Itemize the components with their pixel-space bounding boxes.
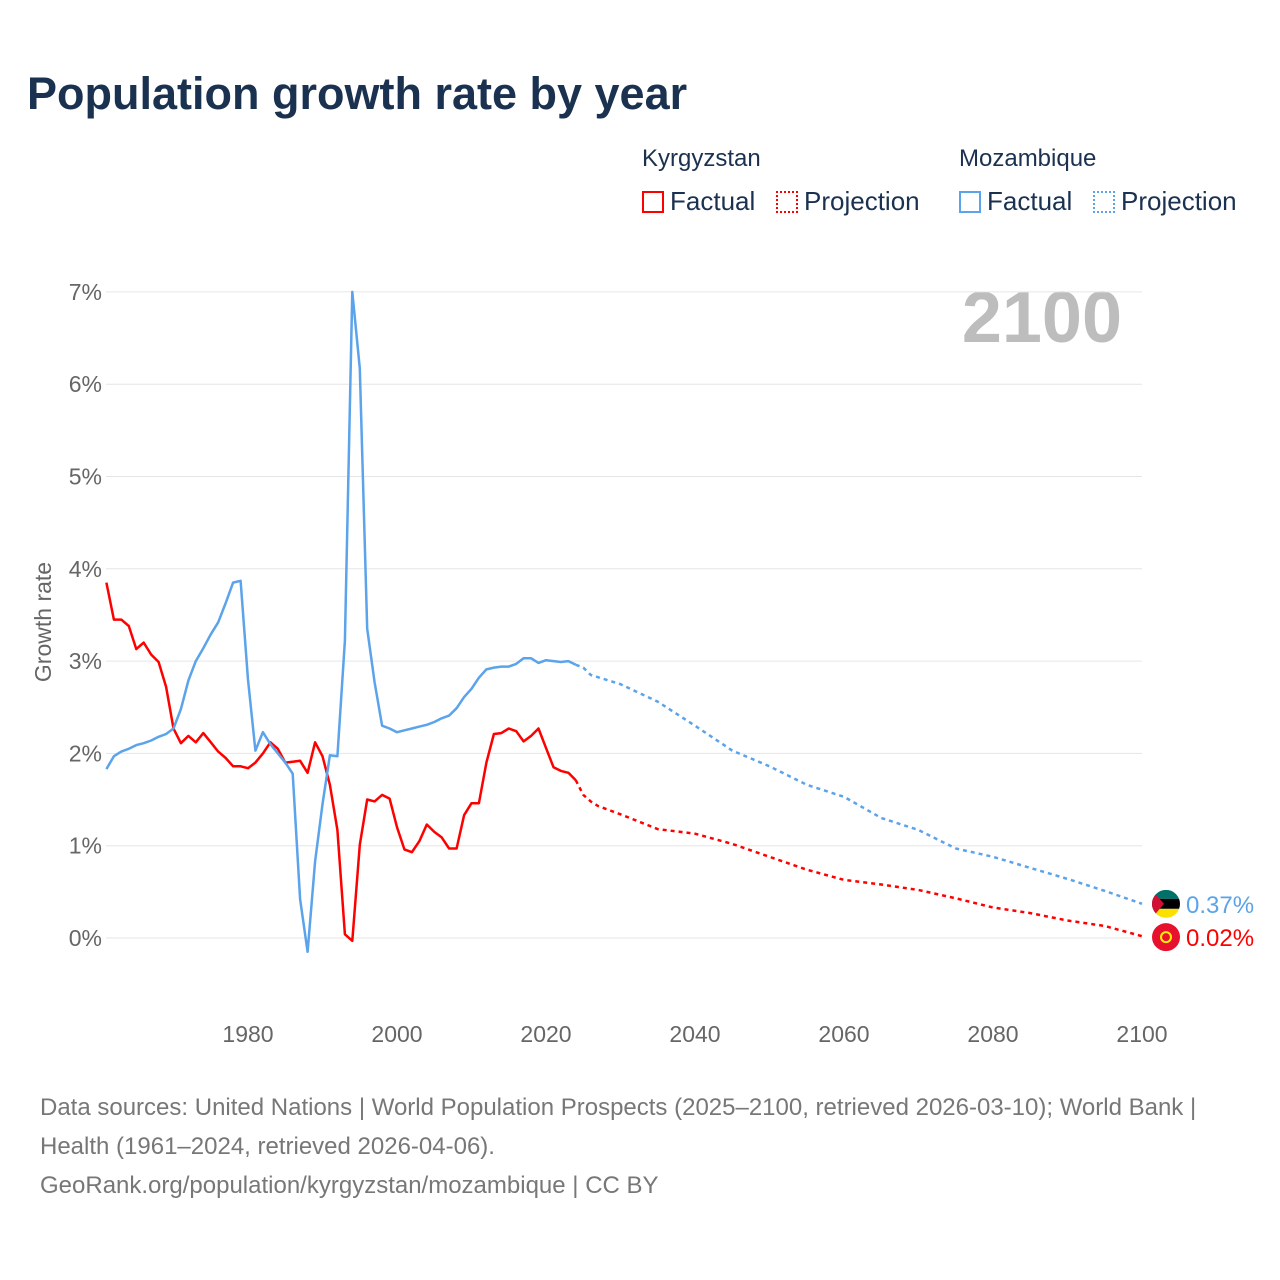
legend-mozambique-factual[interactable]: Factual	[959, 186, 1072, 217]
series-kyrgyzstan-factual	[105, 582, 577, 943]
year-watermark: 2100	[962, 278, 1122, 358]
y-tick-label: 5%	[69, 464, 102, 490]
x-tick-label: 2020	[520, 1021, 571, 1047]
x-tick-label: 2060	[818, 1021, 869, 1047]
legend-label: Projection	[804, 186, 920, 216]
legend-mozambique-projection[interactable]: Projection	[1093, 186, 1237, 217]
legend-swatch-dotted	[1093, 190, 1115, 213]
series-mozambique-projection	[575, 663, 1143, 905]
y-tick-label: 6%	[69, 371, 102, 397]
page-title: Population growth rate by year	[27, 68, 688, 119]
footer: Data sources: United Nations | World Pop…	[40, 1088, 1240, 1205]
legend-kyrgyzstan-factual[interactable]: Factual	[642, 186, 755, 217]
legend-swatch-dotted	[776, 190, 798, 213]
legend-country-mozambique: Mozambique	[959, 145, 1097, 172]
flag-mozambique-icon	[1152, 889, 1180, 918]
legend-country-kyrgyzstan: Kyrgyzstan	[642, 145, 761, 172]
y-tick-label: 4%	[69, 556, 102, 582]
flag-body	[1152, 889, 1180, 918]
end-label-kyrgyzstan: 0.02%	[1186, 925, 1254, 952]
flag-background	[1152, 923, 1180, 952]
end-label-mozambique: 0.37%	[1186, 892, 1254, 919]
legend-label: Factual	[987, 186, 1073, 216]
series-kyrgyzstan-projection	[574, 779, 1143, 938]
flag-stripe-green	[1152, 889, 1180, 899]
flag-sun	[1160, 931, 1172, 944]
y-axis-label: Growth rate	[30, 562, 56, 682]
x-tick-label: 2000	[371, 1021, 422, 1047]
y-tick-label: 3%	[69, 648, 102, 674]
legend-swatch-solid	[642, 190, 664, 213]
legend-label: Projection	[1121, 186, 1237, 216]
y-tick-label: 0%	[69, 925, 102, 951]
x-tick-label: 2040	[669, 1021, 720, 1047]
legend-kyrgyzstan-projection[interactable]: Projection	[776, 186, 920, 217]
footer-link[interactable]: GeoRank.org/population/kyrgyzstan/mozamb…	[40, 1172, 659, 1199]
series-mozambique-factual	[105, 290, 577, 954]
legend-label: Factual	[670, 186, 756, 216]
x-tick-label: 2080	[967, 1021, 1018, 1047]
footer-sources: Data sources: United Nations | World Pop…	[40, 1094, 1197, 1160]
x-tick-label: 1980	[222, 1021, 273, 1047]
flag-stripe-black	[1152, 898, 1180, 909]
flag-triangle	[1152, 889, 1164, 918]
flag-kyrgyzstan-icon	[1152, 923, 1180, 952]
legend-swatch-solid	[959, 190, 981, 213]
y-tick-label: 2%	[69, 740, 102, 766]
flag-stripe-yellow	[1152, 908, 1180, 918]
x-tick-label: 2100	[1116, 1021, 1167, 1047]
y-tick-label: 7%	[69, 279, 102, 305]
y-tick-label: 1%	[69, 833, 102, 859]
